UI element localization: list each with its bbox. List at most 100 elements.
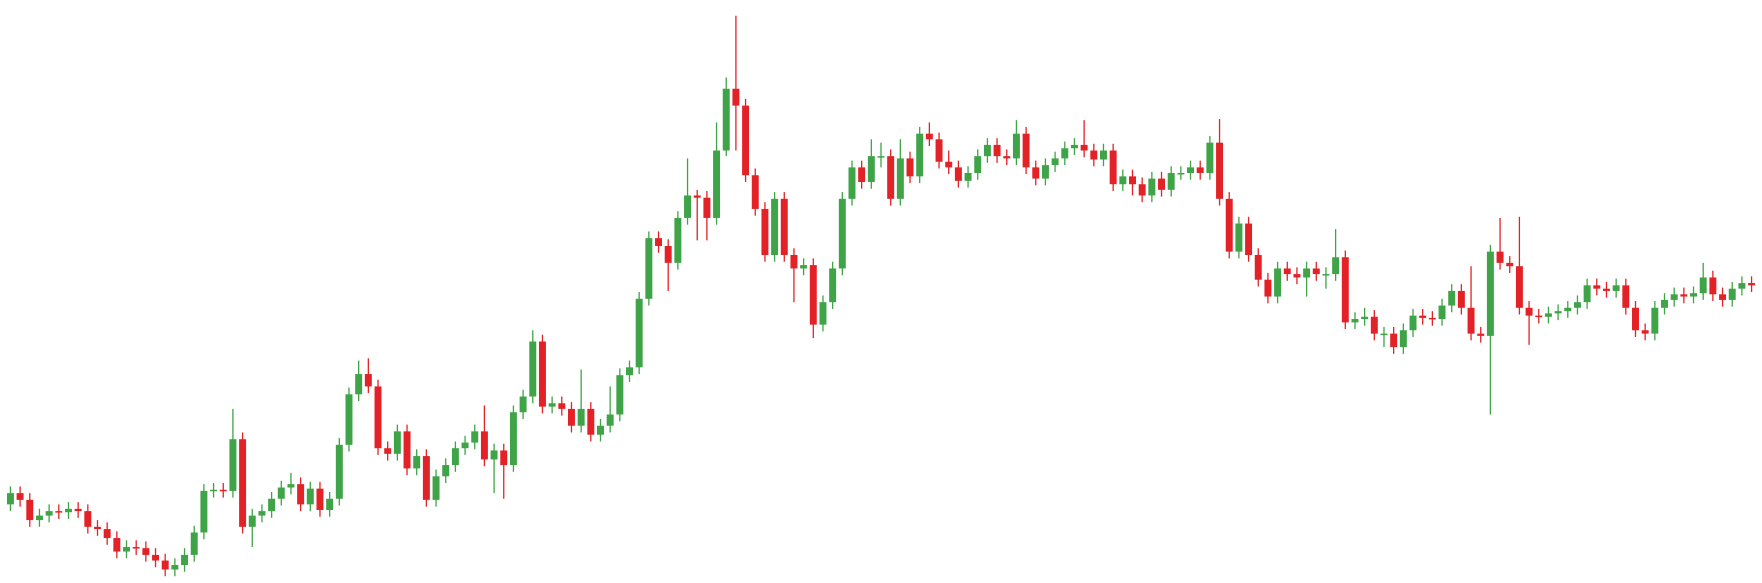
candle-body [1583, 285, 1591, 303]
candle-body [626, 367, 633, 376]
candle-body [229, 439, 237, 491]
candle-body [1129, 176, 1136, 185]
candle-body [1506, 262, 1514, 267]
candle-body [74, 508, 82, 512]
candle-body [190, 532, 198, 555]
candle-body [1380, 333, 1388, 336]
candle-body [1564, 307, 1572, 312]
candle-body [161, 560, 169, 570]
candle-body [1003, 156, 1011, 159]
candle-body [616, 375, 624, 415]
candle-body [94, 526, 101, 530]
candle-body [519, 396, 527, 413]
candle-body [597, 425, 604, 435]
candle-body [1264, 279, 1272, 297]
candle-body [1651, 307, 1659, 334]
candle-body [964, 172, 972, 181]
candle-body [1187, 167, 1195, 173]
candle-body [645, 238, 653, 299]
candle-body [1099, 150, 1107, 160]
candle-body [384, 448, 392, 454]
candle-body [722, 88, 730, 151]
candle-body [983, 144, 991, 157]
candle-body [1544, 313, 1552, 317]
candle-body [1593, 285, 1601, 289]
candle-body [1612, 285, 1620, 291]
candle-body [268, 498, 276, 512]
candle-body [1361, 316, 1369, 320]
candle-body [1467, 307, 1475, 334]
candle-body [751, 175, 759, 209]
candle-body [848, 167, 856, 199]
candle-body [635, 298, 643, 368]
candle-body [1670, 294, 1678, 300]
candle-body [1573, 302, 1581, 308]
candle-body [316, 488, 324, 510]
candle-body [1041, 165, 1049, 179]
candle-body [693, 195, 701, 198]
candle-body [790, 254, 798, 269]
candle-body [355, 374, 363, 395]
candle-body [916, 133, 924, 177]
candle-body [1341, 257, 1349, 323]
candle-body [761, 208, 769, 255]
candle-body [838, 198, 846, 269]
candle-body [45, 511, 53, 516]
candle-body [906, 158, 914, 177]
candle-body [1274, 268, 1282, 297]
candle-body [858, 167, 866, 182]
candle-body [200, 490, 208, 533]
candle-body [809, 265, 817, 325]
candle-body [239, 439, 247, 527]
candle-body [461, 442, 469, 449]
candle-body [538, 341, 546, 407]
candle-body [1535, 315, 1543, 318]
candle-body [422, 456, 430, 500]
candle-body [326, 498, 334, 510]
candle-body [664, 246, 672, 263]
candle-body [1496, 251, 1504, 263]
candle-body [1390, 333, 1398, 348]
candle-body [64, 508, 72, 513]
candle-body [1322, 274, 1330, 276]
candle-body [123, 547, 130, 552]
candle-body [896, 158, 904, 199]
candle-body [1680, 294, 1688, 297]
candle-body [674, 217, 682, 263]
candle-body [181, 554, 189, 566]
candle-body [55, 511, 63, 513]
candle-body [945, 161, 953, 168]
candle-body [1196, 167, 1204, 173]
candle-body [1225, 198, 1233, 252]
candle-body [1245, 223, 1253, 255]
candle-body [306, 488, 314, 505]
candle-body [413, 456, 421, 469]
candle-body [655, 238, 663, 247]
candle-body [480, 431, 488, 460]
candle-body [451, 448, 459, 466]
candle-body [335, 444, 343, 499]
candle-body [577, 408, 585, 426]
candle-body [393, 431, 401, 454]
candle-body [1051, 158, 1059, 166]
candle-body [1641, 330, 1649, 334]
candle-body [1283, 268, 1291, 275]
candle-body [1090, 150, 1098, 160]
candle-body [1032, 167, 1040, 179]
candle-body [1022, 133, 1030, 168]
candle-body [1070, 144, 1078, 149]
candle-body [558, 403, 566, 409]
candle-body [1428, 317, 1436, 320]
candle-body [219, 489, 227, 492]
candle-body [171, 565, 179, 570]
candle-body [867, 156, 875, 182]
candle-body [829, 268, 837, 303]
candle-body [258, 511, 266, 516]
candle-body [35, 515, 43, 521]
candle-body [800, 265, 808, 269]
candle-body [1167, 172, 1175, 190]
candle-body [471, 431, 479, 443]
candle-body [442, 465, 450, 477]
candle-body [84, 511, 92, 527]
